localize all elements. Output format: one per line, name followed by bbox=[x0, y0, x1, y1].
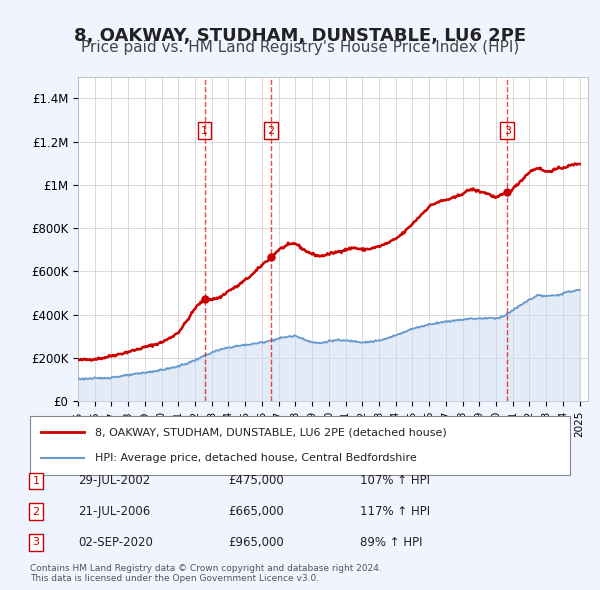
Text: 2: 2 bbox=[268, 126, 275, 136]
Text: 3: 3 bbox=[32, 537, 40, 547]
Text: Price paid vs. HM Land Registry's House Price Index (HPI): Price paid vs. HM Land Registry's House … bbox=[81, 40, 519, 55]
Text: £665,000: £665,000 bbox=[228, 505, 284, 518]
Text: £475,000: £475,000 bbox=[228, 474, 284, 487]
Text: 21-JUL-2006: 21-JUL-2006 bbox=[78, 505, 150, 518]
Text: 107% ↑ HPI: 107% ↑ HPI bbox=[360, 474, 430, 487]
Text: 1: 1 bbox=[32, 476, 40, 486]
Text: 89% ↑ HPI: 89% ↑ HPI bbox=[360, 536, 422, 549]
Text: Contains HM Land Registry data © Crown copyright and database right 2024.
This d: Contains HM Land Registry data © Crown c… bbox=[30, 563, 382, 583]
Text: 3: 3 bbox=[504, 126, 511, 136]
Text: 8, OAKWAY, STUDHAM, DUNSTABLE, LU6 2PE (detached house): 8, OAKWAY, STUDHAM, DUNSTABLE, LU6 2PE (… bbox=[95, 428, 446, 437]
Text: 2: 2 bbox=[32, 507, 40, 516]
Text: 1: 1 bbox=[201, 126, 208, 136]
Text: 8, OAKWAY, STUDHAM, DUNSTABLE, LU6 2PE: 8, OAKWAY, STUDHAM, DUNSTABLE, LU6 2PE bbox=[74, 27, 526, 45]
Text: 02-SEP-2020: 02-SEP-2020 bbox=[78, 536, 153, 549]
Text: HPI: Average price, detached house, Central Bedfordshire: HPI: Average price, detached house, Cent… bbox=[95, 454, 416, 463]
Text: 29-JUL-2002: 29-JUL-2002 bbox=[78, 474, 150, 487]
Text: £965,000: £965,000 bbox=[228, 536, 284, 549]
Text: 117% ↑ HPI: 117% ↑ HPI bbox=[360, 505, 430, 518]
